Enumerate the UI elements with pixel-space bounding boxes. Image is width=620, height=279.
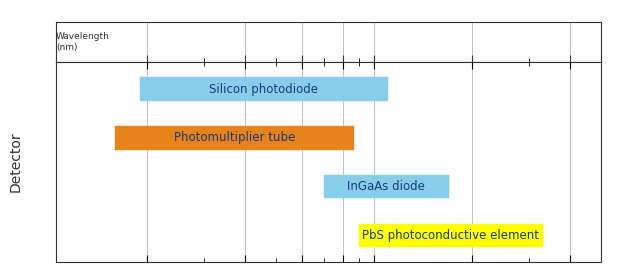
Text: Photomultiplier tube: Photomultiplier tube [174,131,296,145]
FancyBboxPatch shape [324,175,449,198]
Text: Silicon photodiode: Silicon photodiode [209,83,318,96]
FancyBboxPatch shape [359,224,542,247]
Text: PbS photoconductive element: PbS photoconductive element [363,229,539,242]
FancyBboxPatch shape [115,126,355,150]
Text: InGaAs diode: InGaAs diode [347,180,425,193]
FancyBboxPatch shape [140,78,388,101]
Text: Detector: Detector [9,131,22,192]
Text: Wavelength
(nm): Wavelength (nm) [56,32,110,52]
